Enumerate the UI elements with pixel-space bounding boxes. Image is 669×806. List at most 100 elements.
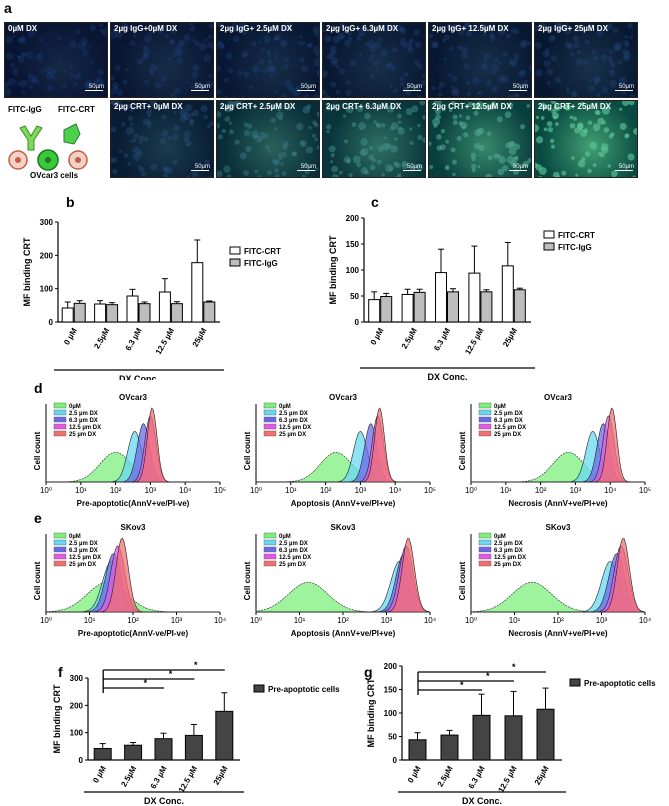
bar-chart-c: 0 50 100 150 200 MF binding CRT 0 µM 2.5µM 6.3 µ… [328, 214, 595, 380]
x-tick-label: 12.5 µM [496, 764, 518, 794]
legend-swatch [53, 539, 67, 546]
x-tick-label: 10³ [171, 616, 183, 625]
legend-swatch [263, 539, 277, 546]
bar-FITC-CRT-1 [401, 293, 414, 323]
legend-swatch [263, 546, 277, 553]
legend-swatch [53, 553, 67, 560]
bar-FITC-CRT-0 [368, 299, 381, 323]
panel-letter-f: f [58, 664, 63, 680]
x-tick-label: 10² [552, 616, 564, 625]
scale-bar-label: 50µm [88, 84, 104, 90]
y-tick-label: 50 [388, 733, 397, 742]
scale-bar-label: 50µm [618, 164, 634, 170]
micrograph-igg-4: 2µg IgG+ 12.5µM DX 50µm [428, 22, 532, 98]
cell-speckles [326, 101, 425, 177]
bar-FITC-CRT-2 [126, 295, 139, 323]
legend-label: 25 µm DX [69, 432, 96, 438]
bar-FITC-IgG-1 [413, 291, 426, 323]
panel-letter-b: b [66, 194, 75, 210]
y-tick-label: 150 [384, 686, 398, 695]
y-axis-label: Cell count [33, 561, 42, 600]
x-tick-label: 10¹ [500, 486, 512, 495]
legend-swatch [53, 402, 67, 409]
y-tick-label: 0 [355, 318, 360, 327]
schematic-cells-label: OVcar3 cells [30, 171, 79, 180]
bar-Pre-apoptotic cells-0 [93, 748, 112, 761]
bar-chart-f: 0 100 200 300 MF binding CRT 0 µM 2.5µM 6.3 µM 1… [52, 660, 340, 806]
y-axis-label: Cell count [243, 431, 252, 470]
legend-swatch [263, 409, 277, 416]
scale-bar-label: 50µm [406, 164, 422, 170]
x-tick-label: 10⁴ [179, 486, 192, 495]
micrograph-igg-0: 0µM DX 50µm [4, 22, 108, 98]
legend-label: 2.5 µm DX [494, 541, 523, 547]
y-tick-label: 200 [40, 251, 54, 260]
bar-Pre-apoptotic cells-0 [408, 739, 427, 761]
y-tick-label: 200 [70, 701, 84, 710]
legend-label: FITC-CRT [558, 231, 595, 240]
legend-label: 0µM [69, 534, 81, 540]
histogram-title: SKov3 [331, 523, 356, 532]
bar-FITC-CRT-4 [191, 262, 204, 323]
legend-label: 0µM [279, 534, 291, 540]
histogram-curve-4 [256, 538, 431, 613]
legend-swatch [53, 560, 67, 567]
legend-label: 2.5 µm DX [279, 411, 308, 417]
y-tick-label: 200 [384, 662, 398, 671]
histogram-curve-4 [471, 538, 646, 613]
fitc-crt-protein-icon [63, 123, 81, 145]
x-tick-label: 2.5µM [119, 764, 138, 788]
legend-swatch [478, 546, 492, 553]
bar-Pre-apoptotic cells-4 [536, 708, 555, 761]
y-tick-label: 150 [346, 240, 360, 249]
x-tick-label: 0 µM [62, 326, 79, 346]
x-tick-label: 0 µM [406, 764, 423, 784]
scale-bar [191, 170, 209, 171]
panel-letter-e: e [34, 510, 42, 526]
x-axis-label: Apoptosis (AnnV+ve/PI+ve) [291, 629, 396, 638]
cell-speckles [217, 101, 319, 177]
histogram-curve-4 [256, 407, 430, 483]
legend-swatch [263, 416, 277, 423]
scale-bar-label: 50µm [194, 84, 210, 90]
x-tick-label: 10⁵ [214, 486, 226, 495]
x-tick-label: 2.5µM [400, 326, 419, 350]
histogram-e-apoptosis: SKov3 Cell count 10⁰ 10¹ 10² 10³ 10⁴ Apoptosis … [243, 523, 437, 638]
x-tick-label: 10¹ [294, 616, 306, 625]
legend-swatch [263, 553, 277, 560]
legend-label: FITC-CRT [244, 247, 281, 256]
legend-label: 2.5 µm DX [69, 411, 98, 417]
y-tick-label: 300 [40, 218, 54, 227]
legend-swatch [263, 560, 277, 567]
legend-swatch [263, 402, 277, 409]
bar-FITC-IgG-0 [73, 302, 86, 323]
legend-swatch [543, 230, 555, 239]
legend-swatch [478, 539, 492, 546]
legend-swatch [53, 546, 67, 553]
micrograph-crt-0: 2µg CRT+ 0µM DX 50µm [110, 100, 214, 178]
x-tick-label: 0 µM [91, 764, 108, 784]
y-tick-label: 0 [79, 756, 84, 765]
x-axis-label: Pre-apoptotic(AnnV-ve/PI-ve) [78, 629, 189, 638]
x-tick-label: 10⁵ [639, 486, 651, 495]
y-axis-label: Cell count [458, 431, 467, 470]
panel-letter-d: d [34, 380, 43, 396]
x-axis-label: Apoptosis (AnnV+ve/PI+ve) [291, 499, 396, 508]
bar-chart-b: 0 100 200 300 MF binding CRT 0 µM 2.5µM 6.3 µM 1… [22, 218, 281, 380]
bar-FITC-IgG-2 [447, 291, 459, 323]
legend-swatch [478, 430, 492, 437]
scale-bar [615, 90, 633, 91]
histogram-curve-4 [46, 537, 220, 613]
y-tick-label: 50 [350, 292, 359, 301]
x-axis-label: Necrosis (AnnV+ve/PI+ve) [508, 629, 607, 638]
legend-label: 25 µm DX [494, 562, 521, 568]
histogram-e-preapoptotic: SKov3 Cell count 10⁰ 10¹ 10² 10³ 10⁴ Pre-apopto… [33, 523, 227, 638]
x-tick-label: 10³ [570, 486, 582, 495]
x-tick-label: 10² [337, 616, 349, 625]
scale-bar [191, 90, 209, 91]
significance-mark: * [460, 680, 464, 690]
x-axis-label: DX Conc. [144, 796, 184, 806]
x-tick-label: 10¹ [509, 616, 521, 625]
legend-swatch [478, 553, 492, 560]
legend-label: 25 µm DX [279, 432, 306, 438]
